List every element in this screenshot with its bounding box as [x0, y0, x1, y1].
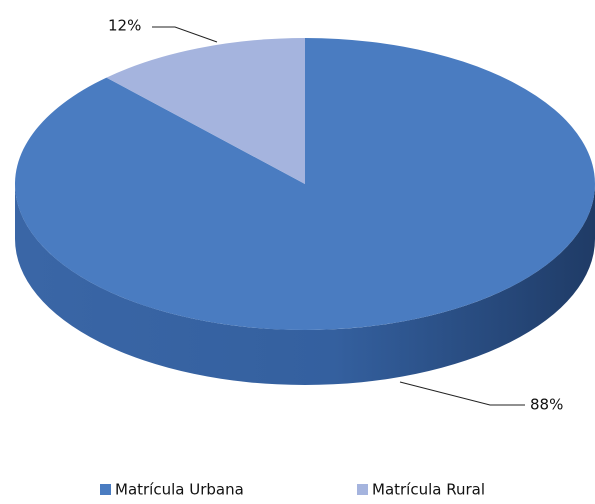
pie-slice — [106, 38, 305, 184]
legend-swatch — [357, 484, 368, 495]
data-label: 12% — [108, 17, 141, 35]
legend-label: Matrícula Rural — [372, 481, 485, 499]
leader-line — [152, 26, 218, 43]
legend-label: Matrícula Urbana — [115, 481, 244, 499]
data-label: 88% — [530, 396, 563, 414]
pie-slice — [15, 38, 595, 330]
legend-swatch — [100, 484, 111, 495]
pie-side — [15, 184, 595, 385]
leader-line — [399, 381, 525, 406]
